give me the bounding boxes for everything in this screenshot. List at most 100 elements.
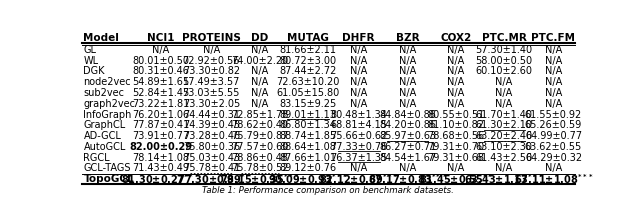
Text: InfoGraph: InfoGraph [83,110,132,119]
Text: N/A: N/A [350,88,367,98]
Text: 64.99±0.77: 64.99±0.77 [525,131,582,141]
Text: N/A: N/A [447,66,465,76]
Text: node2vec: node2vec [83,77,131,87]
Text: BZR: BZR [396,33,420,43]
Text: 86.27±0.71: 86.27±0.71 [380,142,436,152]
Text: NCI1: NCI1 [147,33,175,43]
Text: Table 1: Performance comparison on benchmark datasets.: Table 1: Performance comparison on bench… [202,186,454,195]
Text: N/A: N/A [399,88,417,98]
Text: 79.31±0.68: 79.31±0.68 [428,153,484,163]
Text: 72.85±1.78: 72.85±1.78 [231,110,289,119]
Text: 63.20±2.40: 63.20±2.40 [476,131,532,141]
Text: AD-GCL: AD-GCL [83,131,122,141]
Text: 81.30±0.27$^{\mathbf{***}}$: 81.30±0.27$^{\mathbf{***}}$ [121,172,200,186]
Text: 73.28±0.46: 73.28±0.46 [183,131,240,141]
Text: 74.00±2.20: 74.00±2.20 [231,56,288,66]
Text: 65.26±0.59: 65.26±0.59 [525,120,582,130]
Text: 61.05±15.80: 61.05±15.80 [276,88,340,98]
Text: 72.63±10.20: 72.63±10.20 [276,77,340,87]
Text: N/A: N/A [545,77,562,87]
Text: 77.30±0.89$^{\mathbf{*}}$: 77.30±0.89$^{\mathbf{*}}$ [177,172,246,186]
Text: 88.64±1.08: 88.64±1.08 [280,142,337,152]
Text: N/A: N/A [251,88,268,98]
Text: 75.79±0.87: 75.79±0.87 [231,131,289,141]
Text: N/A: N/A [447,45,465,55]
Text: N/A: N/A [251,66,268,76]
Text: N/A: N/A [447,56,465,66]
Text: 77.57±0.60: 77.57±0.60 [231,142,289,152]
Text: graph2vec: graph2vec [83,99,136,109]
Text: 79.31±0.70: 79.31±0.70 [428,142,484,152]
Text: N/A: N/A [399,66,417,76]
Text: 81.66±2.11: 81.66±2.11 [280,45,337,55]
Text: N/A: N/A [495,77,513,87]
Text: 81.10±0.82: 81.10±0.82 [428,120,484,130]
Text: N/A: N/A [545,45,562,55]
Text: 86.80±1.34: 86.80±1.34 [280,120,337,130]
Text: PROTEINS: PROTEINS [182,33,241,43]
Text: N/A: N/A [495,88,513,98]
Text: N/A: N/A [251,45,268,55]
Text: AutoGCL: AutoGCL [83,142,126,152]
Text: 89.01±1.13: 89.01±1.13 [280,110,337,119]
Text: 87.44±2.72: 87.44±2.72 [279,66,337,76]
Text: N/A: N/A [350,56,367,66]
Text: N/A: N/A [399,56,417,66]
Text: 82.12±0.69$^{\mathbf{***}}$: 82.12±0.69$^{\mathbf{***}}$ [319,172,398,186]
Text: 80.01±0.50: 80.01±0.50 [132,56,189,66]
Text: N/A: N/A [350,163,367,173]
Text: N/A: N/A [495,163,513,173]
Text: 63.43±1.13$^{\mathbf{***}}$: 63.43±1.13$^{\mathbf{***}}$ [464,172,544,186]
Text: N/A: N/A [447,99,465,109]
Text: N/A: N/A [251,77,268,87]
Text: N/A: N/A [545,163,562,173]
Text: 61.30±2.10: 61.30±2.10 [476,120,532,130]
Text: 80.72±3.00: 80.72±3.00 [280,56,337,66]
Text: 78.86±0.48: 78.86±0.48 [231,153,288,163]
Text: 90.09±0.93$^{\mathbf{***}}$: 90.09±0.93$^{\mathbf{***}}$ [268,172,348,186]
Text: 79.15±0.35$^{\mathbf{***}}$: 79.15±0.35$^{\mathbf{***}}$ [220,172,300,186]
Text: 78.68±0.56: 78.68±0.56 [428,131,484,141]
Text: 88.74±1.85: 88.74±1.85 [280,131,337,141]
Text: COX2: COX2 [440,33,472,43]
Text: 78.62±0.40: 78.62±0.40 [231,120,288,130]
Text: 67.11±1.08$^{\mathbf{***}}$: 67.11±1.08$^{\mathbf{***}}$ [514,172,593,186]
Text: N/A: N/A [545,99,562,109]
Text: 72.92±0.56: 72.92±0.56 [182,56,240,66]
Text: GL: GL [83,45,97,55]
Text: N/A: N/A [447,88,465,98]
Text: 60.10±2.60: 60.10±2.60 [476,66,532,76]
Text: 84.84±0.86: 84.84±0.86 [380,110,436,119]
Text: N/A: N/A [350,66,367,76]
Text: 61.55±0.92: 61.55±0.92 [525,110,582,119]
Text: 68.81±4.15: 68.81±4.15 [330,120,387,130]
Text: 75.03±0.43: 75.03±0.43 [183,153,240,163]
Text: 73.30±2.05: 73.30±2.05 [182,99,240,109]
Text: N/A: N/A [350,77,367,87]
Text: 75.78±0.52: 75.78±0.52 [231,163,289,173]
Text: PTC.FM: PTC.FM [531,33,575,43]
Text: 61.43±2.50: 61.43±2.50 [476,153,532,163]
Text: 80.55±0.51: 80.55±0.51 [428,110,484,119]
Text: 75.78±0.41: 75.78±0.41 [182,163,240,173]
Text: N/A: N/A [545,66,562,76]
Text: PTC.MR: PTC.MR [482,33,527,43]
Text: 83.15±9.25: 83.15±9.25 [280,99,337,109]
Text: sub2vec: sub2vec [83,88,124,98]
Text: 74.44±0.31: 74.44±0.31 [183,110,240,119]
Text: 63.62±0.55: 63.62±0.55 [525,142,582,152]
Text: RGCL: RGCL [83,153,110,163]
Text: N/A: N/A [399,45,417,55]
Text: 57.49±3.57: 57.49±3.57 [182,77,240,87]
Text: 74.39±0.45: 74.39±0.45 [183,120,240,130]
Text: 73.91±0.77: 73.91±0.77 [132,131,189,141]
Text: 89.12±0.76: 89.12±0.76 [280,163,337,173]
Text: 73.22±1.81: 73.22±1.81 [132,99,189,109]
Text: N/A: N/A [399,77,417,87]
Text: N/A: N/A [545,88,562,98]
Text: 80.48±1.34: 80.48±1.34 [330,110,387,119]
Text: 85.97±0.63: 85.97±0.63 [380,131,436,141]
Text: MUTAG: MUTAG [287,33,329,43]
Text: N/A: N/A [251,99,268,109]
Text: 75.80±0.36: 75.80±0.36 [183,142,240,152]
